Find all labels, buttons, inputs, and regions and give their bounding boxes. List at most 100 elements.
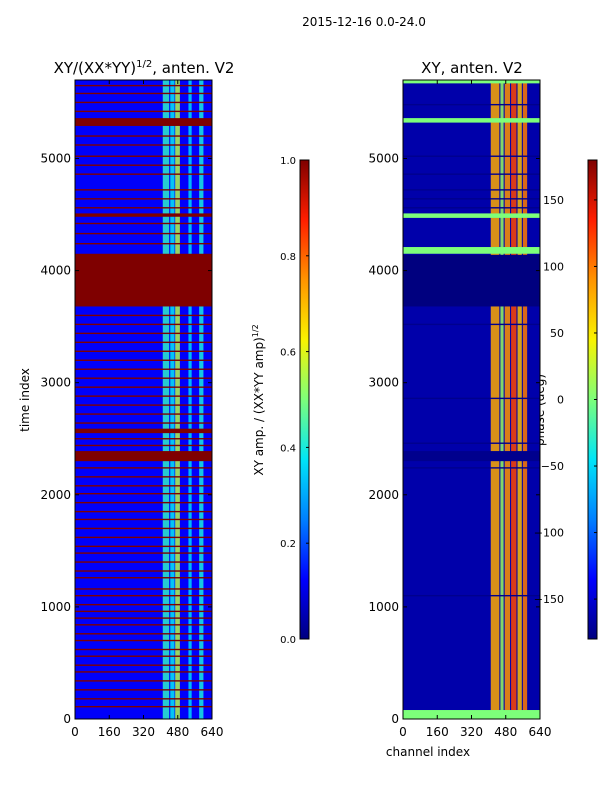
- colorbar-gradient: [299, 159, 310, 640]
- flag-line: [75, 155, 212, 157]
- flag-line: [75, 617, 212, 619]
- colorbar-amplitude: 0.0 0.2 0.4 0.6 0.8 1.0: [280, 156, 310, 646]
- flag-line: [75, 545, 212, 548]
- x-tick-label: 0: [399, 725, 407, 739]
- flag-line: [75, 444, 212, 447]
- flag-line: [75, 350, 212, 352]
- flag-line: [403, 207, 540, 209]
- colorbar-tick-label: 0.6: [280, 348, 296, 359]
- flag-line: [75, 438, 212, 440]
- flag-line: [75, 323, 212, 326]
- flag-line: [75, 189, 212, 191]
- flag-line: [75, 395, 212, 397]
- flag-line: [75, 664, 212, 666]
- figure-suptitle: 2015-12-16 0.0-24.0: [302, 15, 426, 29]
- x-tick-label: 160: [426, 725, 449, 739]
- flag-line: [75, 705, 212, 708]
- x-tick-label: 640: [529, 725, 552, 739]
- flag-line: [75, 624, 212, 626]
- flag-line: [75, 359, 212, 361]
- heatmap-band: [75, 213, 212, 217]
- flag-line: [75, 639, 212, 642]
- flag-line: [75, 404, 212, 406]
- flag-line: [75, 610, 212, 613]
- y-tick-label: 4000: [368, 264, 399, 278]
- flag-line: [75, 84, 212, 87]
- flag-line: [75, 144, 212, 146]
- heatmap-band: [75, 118, 212, 126]
- colorbar-tick-label: −150: [534, 593, 564, 606]
- colorbar-tick-label: 100: [543, 260, 564, 273]
- colorbar-tick-label: 0.8: [280, 252, 296, 263]
- heatmap-background: [403, 80, 540, 719]
- colorbar-phase: −150 −100 −50 0 50 100 150: [534, 159, 598, 640]
- colorbar-tick-label: −50: [541, 460, 564, 473]
- heatmap-band: [403, 213, 540, 218]
- x-tick-label: 480: [494, 725, 517, 739]
- flag-line: [75, 207, 212, 209]
- heatmap-stripe: [175, 80, 180, 719]
- colorbar-1-label-sup: 1/2: [251, 324, 260, 337]
- heatmap-stripe: [170, 80, 175, 719]
- flag-line: [75, 476, 212, 478]
- heatmap-band: [403, 118, 540, 123]
- flag-line: [75, 222, 212, 225]
- right-title: XY, anten. V2: [421, 59, 523, 77]
- flag-line: [75, 527, 212, 530]
- y-tick-label: 2000: [368, 488, 399, 502]
- flag-line: [75, 341, 212, 344]
- heatmap-band: [75, 428, 212, 434]
- y-tick-label: 4000: [40, 264, 71, 278]
- flag-line: [75, 386, 212, 388]
- flag-line: [75, 689, 212, 691]
- flag-line: [75, 603, 212, 606]
- x-tick-label: 320: [132, 725, 155, 739]
- flag-line: [75, 332, 212, 335]
- y-tick-label: 3000: [40, 376, 71, 390]
- colorbar-tick-label: −100: [534, 527, 564, 540]
- flag-line: [75, 377, 212, 379]
- left-ylabel: time index: [18, 368, 32, 432]
- left-title-sup: 1/2: [136, 59, 152, 70]
- heatmap-band: [75, 451, 212, 462]
- flag-line: [75, 110, 212, 113]
- flag-line: [75, 577, 212, 579]
- y-tick-label: 1000: [40, 600, 71, 614]
- flag-line: [403, 198, 540, 200]
- left-title-tail: , anten. V2: [152, 59, 234, 77]
- x-tick-label: 640: [201, 725, 224, 739]
- flag-line: [75, 314, 212, 317]
- x-tick-label: 480: [166, 725, 189, 739]
- colorbar-1-label: XY amp. / (XX*YY amp)1/2: [251, 324, 266, 475]
- flag-line: [403, 467, 540, 469]
- flag-line: [75, 422, 212, 424]
- y-tick-label: 1000: [368, 600, 399, 614]
- heatmap-stripe: [517, 80, 522, 719]
- flag-line: [75, 173, 212, 175]
- flag-line: [403, 323, 540, 326]
- colorbar-tick-label: 1.0: [280, 156, 296, 167]
- heatmap-band: [403, 254, 540, 307]
- flag-line: [75, 698, 212, 700]
- colorbar-tick-label: 50: [550, 327, 564, 340]
- heatmap-stripe: [188, 80, 192, 719]
- y-tick-label: 0: [63, 712, 71, 726]
- flag-line: [75, 368, 212, 370]
- y-tick-label: 0: [391, 712, 399, 726]
- colorbar-tick-label: 0.4: [280, 443, 296, 454]
- flag-line: [403, 103, 540, 106]
- colorbar-tick-label: 0: [557, 394, 564, 407]
- flag-line: [75, 501, 212, 504]
- y-tick-label: 3000: [368, 376, 399, 390]
- heatmap-band: [403, 247, 540, 254]
- flag-line: [75, 680, 212, 682]
- heatmap-stripe: [511, 80, 517, 719]
- heatmap-phase: 0 160 320 480 640 0 1000 2000 3000 4000 5000: [368, 79, 552, 739]
- y-tick-label: 5000: [368, 151, 399, 165]
- flag-line: [75, 413, 212, 415]
- flag-line: [75, 485, 212, 487]
- flag-line: [403, 189, 540, 191]
- flag-line: [75, 164, 212, 166]
- flag-line: [75, 570, 212, 572]
- colorbar-1-label-main: XY amp. / (XX*YY amp): [252, 337, 266, 475]
